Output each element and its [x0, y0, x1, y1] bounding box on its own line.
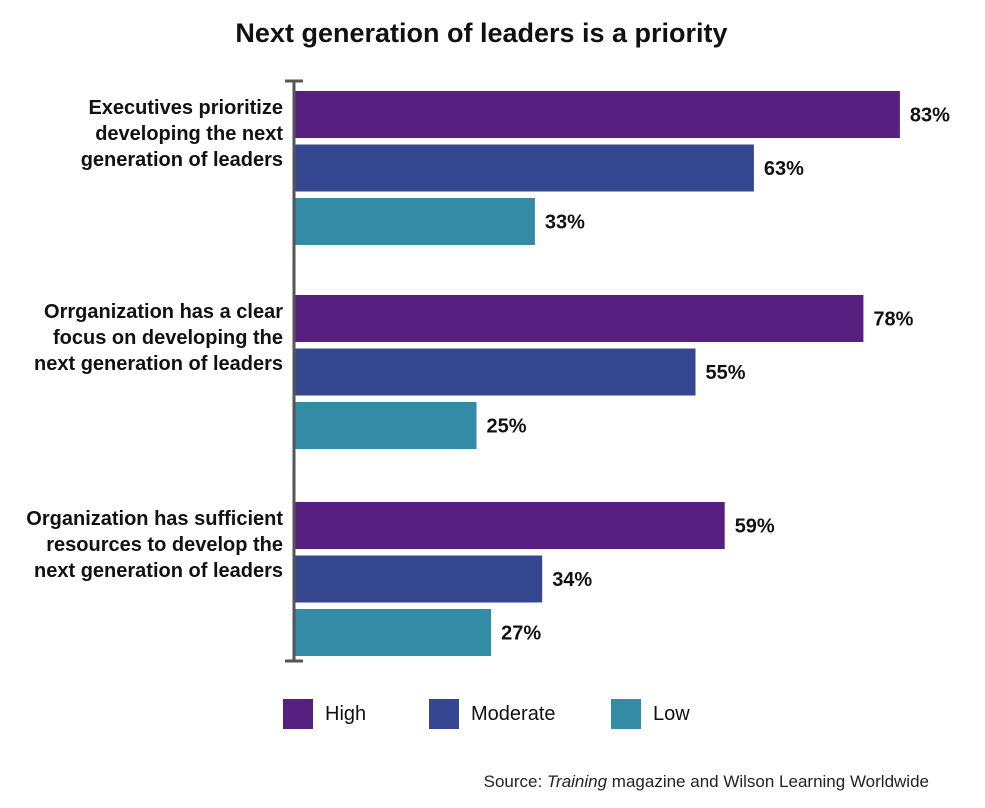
- category-label-3-line-1: Organization has sufficient: [26, 508, 283, 530]
- category-label-3-line-2: resources to develop the: [46, 534, 283, 556]
- legend-label-moderate: Moderate: [471, 702, 556, 725]
- bar-low-cat-3: [294, 609, 492, 656]
- legend-label-low: Low: [653, 702, 690, 725]
- data-label-moderate-cat-2: 55%: [706, 362, 746, 384]
- bar-high-cat-3: [294, 502, 725, 549]
- category-label-1-line-2: developing the next: [95, 123, 283, 145]
- category-label-3-line-3: next generation of leaders: [34, 560, 283, 582]
- data-label-high-cat-2: 78%: [873, 309, 913, 331]
- bar-chart: 83% 63% 33% Executives prioritize developing…: [26, 79, 950, 663]
- data-label-high-cat-3: 59%: [735, 516, 775, 538]
- source-prefix: Source:: [483, 772, 547, 791]
- source-note: Source: Training magazine and Wilson Lea…: [484, 772, 929, 792]
- bar-high-cat-2: [294, 295, 864, 342]
- data-label-low-cat-2: 25%: [487, 416, 527, 438]
- category-label-2-line-3: next generation of leaders: [34, 353, 283, 375]
- data-label-moderate-cat-3: 34%: [552, 569, 592, 591]
- data-label-low-cat-1: 33%: [545, 212, 585, 234]
- bar-moderate-cat-3: [294, 555, 543, 603]
- data-label-low-cat-3: 27%: [501, 623, 541, 645]
- legend-swatch-moderate: [429, 699, 459, 729]
- source-italic: Training: [546, 772, 608, 791]
- bar-low-cat-1: [294, 198, 535, 245]
- category-label-1-line-3: generation of leaders: [81, 149, 283, 171]
- legend-swatch-high: [283, 699, 313, 729]
- legend-swatch-low: [611, 699, 641, 729]
- legend-item-low: Low: [611, 699, 690, 729]
- legend-item-high: High: [283, 699, 429, 729]
- legend-item-moderate: Moderate: [429, 699, 611, 729]
- category-label-1-line-1: Executives prioritize: [88, 97, 283, 119]
- data-label-moderate-cat-1: 63%: [764, 158, 804, 180]
- bar-low-cat-2: [294, 402, 477, 449]
- category-label-2-line-1: Orrganization has a clear: [44, 301, 283, 323]
- bar-moderate-cat-2: [294, 348, 696, 396]
- bar-high-cat-1: [294, 91, 900, 138]
- source-suffix: magazine and Wilson Learning Worldwide: [607, 772, 929, 791]
- bar-moderate-cat-1: [294, 144, 754, 192]
- legend-label-high: High: [325, 702, 367, 725]
- chart-title: Next generation of leaders is a priority: [235, 18, 728, 48]
- legend: High Moderate Low: [283, 699, 690, 729]
- data-label-high-cat-1: 83%: [910, 105, 950, 127]
- category-label-2-line-2: focus on developing the: [53, 327, 283, 349]
